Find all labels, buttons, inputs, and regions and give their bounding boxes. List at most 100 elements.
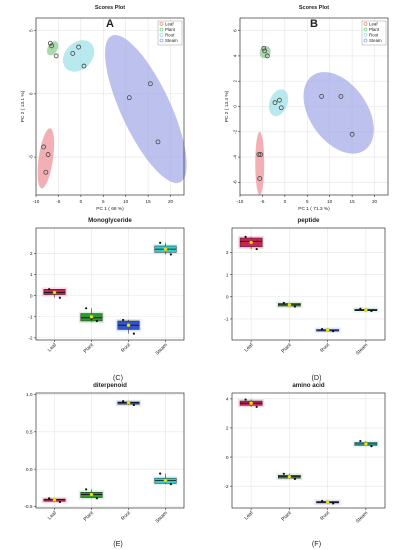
y-tick-label: 0	[226, 294, 229, 300]
legend-marker-root	[159, 33, 164, 37]
legend-box	[157, 20, 183, 46]
x-tick-label: -5	[56, 199, 61, 204]
legend-marker-plant	[159, 27, 164, 32]
mean-marker	[249, 240, 253, 245]
y-tick-label: 0.0	[26, 467, 33, 473]
y-tick-label: 0	[29, 92, 34, 95]
legend-marker-root	[363, 33, 368, 37]
plot-frame	[231, 227, 386, 341]
x-tick-label: -10	[33, 199, 40, 204]
confidence-ellipse-root	[62, 40, 95, 72]
y-tick-label: 4	[226, 397, 229, 403]
x-tick-label: 20	[372, 199, 378, 204]
x-axis-label: PC 1 ( 68 %)	[96, 206, 124, 212]
mean-marker	[287, 302, 292, 307]
sample-point	[282, 472, 285, 475]
x-tick-label: 5	[306, 199, 309, 204]
sample-point	[159, 472, 162, 475]
score-point-root	[81, 63, 87, 69]
sample-point	[132, 332, 135, 335]
y-tick-label: 0	[30, 293, 33, 299]
confidence-ellipse-leaf	[255, 131, 265, 195]
sample-point	[159, 241, 162, 244]
mean-marker	[89, 314, 94, 319]
y-tick-label: -0.5	[24, 504, 33, 510]
sample-point	[255, 247, 258, 251]
confidence-ellipse-plant	[259, 45, 271, 59]
sample-point	[169, 253, 172, 256]
x-tick-label: -5	[260, 199, 265, 204]
sample-point	[332, 502, 335, 505]
plot-title: Scores Plot	[299, 5, 329, 11]
sample-point	[48, 497, 51, 500]
x-tick-label: Root	[319, 342, 331, 354]
legend-marker-leaf	[159, 22, 164, 26]
score-point-steam	[319, 93, 325, 99]
y-axis-label: PC 2 ( 13.4 %)	[224, 90, 230, 122]
mean-marker	[364, 308, 368, 312]
score-point-root	[272, 100, 278, 106]
sample-point	[58, 296, 61, 299]
x-axis-label: PC 1 ( 71.3 %)	[298, 206, 330, 212]
x-tick-label: Root	[120, 342, 132, 354]
x-tick-label: 5	[102, 199, 105, 204]
plot-frame	[35, 17, 185, 196]
y-tick-label: 0	[233, 105, 238, 108]
y-tick-label: -2	[28, 336, 33, 342]
y-tick-label: 0	[226, 455, 229, 461]
plot-title: diterpenoid	[93, 382, 127, 389]
box-plot-e: diterpenoid -0.5 0.0 0.5 1.0 Leaf Plant Root Ste…	[24, 382, 185, 548]
y-tick-label: -5	[29, 155, 34, 160]
y-tick-label: -6	[233, 180, 238, 185]
x-tick-label: Plant	[280, 510, 293, 523]
mean-marker	[126, 323, 131, 328]
score-point-root	[278, 105, 284, 111]
x-tick-label: Leaf	[243, 342, 255, 354]
score-point-root	[76, 44, 82, 50]
legend-marker-steam	[363, 38, 368, 43]
legend-label: Root	[165, 33, 175, 38]
mean-marker	[325, 500, 330, 505]
y-tick-label: -2	[233, 129, 238, 134]
legend-marker-leaf	[363, 22, 368, 26]
panel-letter: A	[106, 18, 114, 30]
box-plot-d: peptide -1 0 1 2 Leaf Plant Root Steam (D)	[224, 217, 386, 382]
sample-point	[169, 483, 172, 486]
sample-point	[85, 488, 88, 491]
score-point-steam	[126, 95, 132, 101]
x-tick-label: 15	[350, 199, 356, 204]
score-point-leaf	[257, 176, 263, 181]
x-tick-label: Steam	[154, 510, 168, 524]
y-tick-label: 5	[29, 29, 34, 32]
mean-marker	[126, 400, 131, 405]
panel-caption: (F)	[312, 539, 321, 548]
legend-label: Root	[369, 33, 379, 38]
x-tick-label: Steam	[355, 510, 369, 524]
x-tick-label: Root	[319, 510, 331, 522]
sample-point	[370, 445, 373, 448]
score-point-steam	[147, 81, 153, 87]
score-point-plant	[264, 53, 270, 59]
score-point-leaf	[256, 152, 262, 157]
score-point-plant	[53, 53, 59, 59]
mean-marker	[163, 247, 168, 251]
plot-frame	[231, 392, 386, 509]
sample-point	[95, 497, 98, 500]
x-tick-label: 20	[168, 199, 174, 204]
y-tick-label: 1	[30, 272, 33, 278]
legend-label: Plant	[369, 27, 380, 32]
x-tick-label: 0	[80, 199, 83, 204]
plot-title: Monoglyceride	[88, 217, 132, 224]
legend-label: Steam	[165, 38, 178, 43]
mean-marker	[89, 492, 94, 497]
sample-point	[320, 499, 324, 503]
sample-point	[293, 305, 297, 308]
panel-caption: (D)	[312, 373, 322, 382]
plot-frame	[35, 227, 185, 341]
mean-marker	[249, 401, 253, 406]
sample-point	[332, 330, 335, 333]
mean-marker	[163, 478, 168, 483]
legend-label: Plant	[165, 27, 176, 32]
legend-marker-plant	[363, 27, 368, 32]
y-tick-label: 2	[226, 250, 229, 256]
